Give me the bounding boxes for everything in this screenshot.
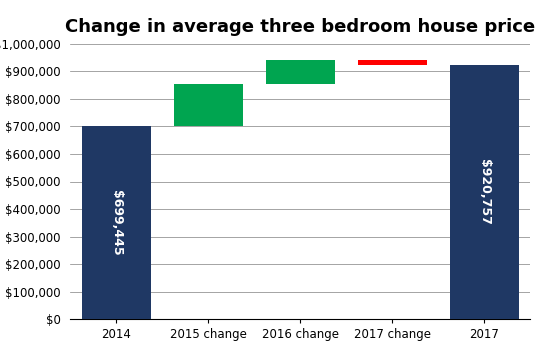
Bar — [358, 60, 427, 65]
Text: $920,757: $920,757 — [478, 159, 491, 225]
Bar — [450, 65, 519, 319]
Bar — [266, 60, 335, 84]
Title: Change in average three bedroom house price: Change in average three bedroom house pr… — [65, 19, 535, 36]
Text: $699,445: $699,445 — [110, 190, 123, 256]
Bar — [174, 84, 243, 126]
Bar — [82, 126, 151, 319]
